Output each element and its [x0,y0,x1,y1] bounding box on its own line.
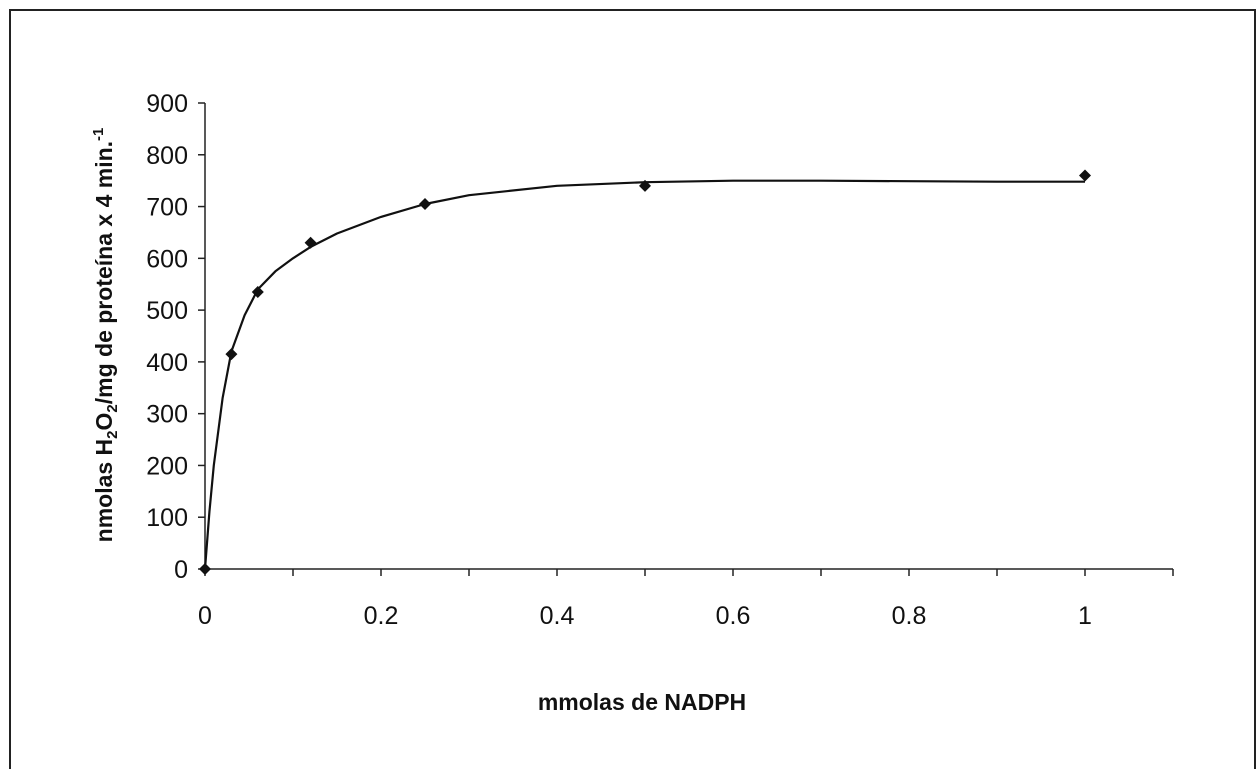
y-axis-ticks: 0 100 200 300 400 500 600 700 800 900 [146,90,205,584]
y-axis-title-part: /mg de proteína x 4 min. [91,141,117,404]
fit-curve-group [203,179,1085,570]
x-tick-label: 0.6 [716,602,751,630]
x-tick-label: 0 [198,602,212,630]
y-tick-label: 600 [146,245,188,273]
chart-frame [9,9,1256,769]
x-tick-label: 0.8 [892,602,927,630]
y-tick-label: 900 [146,90,188,118]
y-tick-label: 200 [146,452,188,480]
data-points [199,169,1091,575]
y-axis-title-part: O [91,413,117,431]
data-point [251,285,264,298]
y-axis-title-subscript: 2 [104,404,121,412]
x-axis-title: mmolas de NADPH [538,689,746,715]
data-point [1079,169,1091,182]
data-point [225,348,238,361]
y-tick-label: 700 [146,194,188,222]
y-tick-label: 100 [146,504,188,532]
y-tick-label: 500 [146,297,188,325]
x-tick-label: 0.4 [540,602,575,630]
y-tick-label: 800 [146,142,188,170]
fit-curve [203,179,1085,570]
y-axis-title-superscript: -1 [90,128,107,141]
y-tick-label: 300 [146,401,188,429]
data-point [419,197,431,210]
y-tick-label: 400 [146,349,188,377]
data-point [199,563,211,575]
y-tick-label: 0 [174,556,188,584]
axes [204,103,1173,570]
x-axis-ticks: 0 0.2 0.4 0.6 0.8 1 [198,569,1174,630]
data-point [304,236,317,249]
x-tick-label: 1 [1078,602,1092,630]
y-axis-title-part: nmolas H [91,439,117,543]
data-point [639,179,651,192]
y-axis-title-subscript: 2 [104,430,121,438]
y-axis-title: nmolas H2O2/mg de proteína x 4 min.-1 [90,128,121,543]
x-tick-label: 0.2 [364,602,399,630]
